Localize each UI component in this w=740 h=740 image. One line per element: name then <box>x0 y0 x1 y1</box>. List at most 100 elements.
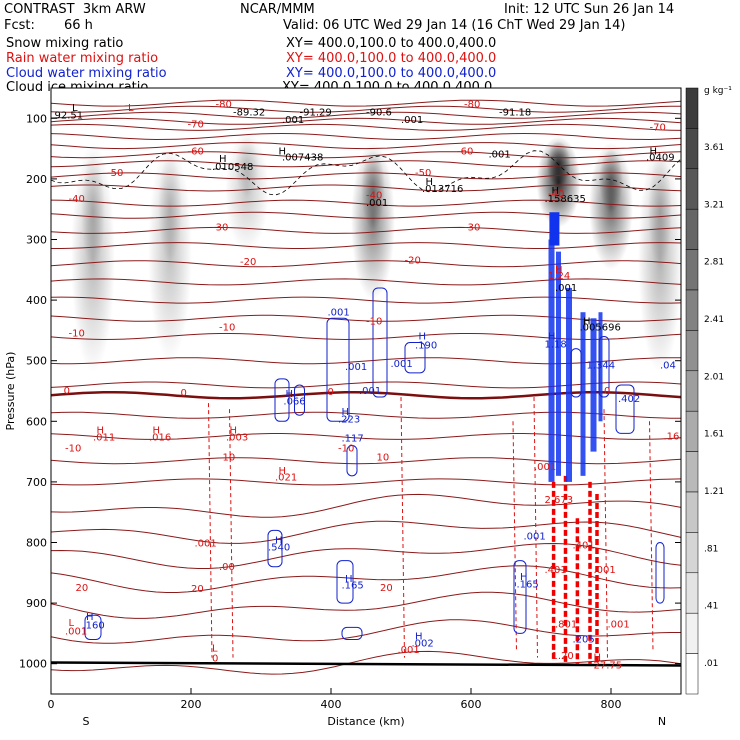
cloud-water-core-2 <box>566 287 572 482</box>
colorbar-swatch-8 <box>685 410 699 452</box>
cloud-water-contour-8 <box>84 614 102 640</box>
isotherm-line <box>51 314 681 322</box>
contour-label-0: 92.51 <box>55 110 84 121</box>
contour-label-11: H <box>219 154 227 165</box>
isotherm-line <box>51 242 681 249</box>
cloud-water-contour-6 <box>267 529 283 568</box>
colorbar-level-5: 2.01 <box>704 372 724 382</box>
isotherm-line <box>51 151 681 159</box>
contour-label-69: H <box>415 632 423 643</box>
contour-label-40: H <box>555 265 563 276</box>
contour-label-10: .007438 <box>282 153 323 164</box>
contour-label-79: -10 <box>219 322 235 333</box>
isotherm-line <box>51 117 681 125</box>
contour-label-57: .001 <box>65 627 87 638</box>
left-endpoint-label: S <box>83 715 90 728</box>
cloud-water-contour-5 <box>346 445 358 477</box>
contour-label-97: .001 <box>534 462 556 473</box>
contour-label-9: H <box>279 147 287 158</box>
colorbar-swatch-3 <box>685 208 699 250</box>
cloud-water-contour-13 <box>570 348 582 398</box>
snow-core-inner-3 <box>361 150 385 230</box>
isotherm-line <box>51 357 681 365</box>
contour-label-66: H <box>520 572 528 583</box>
colorbar-swatch-6 <box>685 330 699 372</box>
contour-label-100: .401 <box>545 565 567 576</box>
contour-label-14: .013716 <box>422 184 463 195</box>
contour-label-21: .001 <box>555 283 577 294</box>
contour-label-108: .16 <box>664 432 680 443</box>
contour-label-70: .002 <box>412 639 434 650</box>
contour-label-62: H <box>345 574 353 585</box>
contour-label-44: H <box>153 425 161 436</box>
snow-core-inner-4 <box>546 141 571 187</box>
colorbar-swatch-2 <box>685 168 699 210</box>
cloud-water-core-1 <box>556 251 561 476</box>
contour-label-27: .190 <box>415 341 437 352</box>
contour-label-68: .001 <box>524 532 546 543</box>
contour-label-4: -91.29 <box>300 107 332 118</box>
cloud-water-core-0 <box>548 239 555 482</box>
snow-core-inner-0 <box>81 154 105 270</box>
contour-label-60: H <box>275 536 283 547</box>
y-tick-label-9: 1000 <box>19 658 47 671</box>
snow-core-inner-2 <box>235 136 259 198</box>
contour-label-47: .003 <box>226 433 248 444</box>
x-tick-label-1: 200 <box>181 698 202 711</box>
colorbar-swatch-13 <box>685 612 699 654</box>
contour-label-74: 0 <box>64 386 70 397</box>
contour-label-6: -91.18 <box>499 107 531 118</box>
cloud-water-core-4 <box>590 318 597 452</box>
contour-label-34: .001 <box>345 362 367 373</box>
contour-label-1: L <box>72 103 78 114</box>
contour-label-58: H <box>86 612 94 623</box>
cloud-water-contour-14 <box>598 335 610 398</box>
colorbar-swatch-12 <box>685 572 699 614</box>
rain-contour-0 <box>208 403 213 658</box>
cloud-water-core-5 <box>598 312 603 422</box>
contour-label-59: .160 <box>83 621 105 632</box>
colorbar-swatch-10 <box>685 491 699 533</box>
colorbar-level-0: .01 <box>704 659 718 669</box>
x-axis-label: Distance (km) <box>327 715 404 728</box>
colorbar-level-2: .81 <box>704 544 718 554</box>
contour-label-12: .010548 <box>212 162 253 173</box>
contour-label-71: .001 <box>398 645 420 656</box>
field-name-rain: Rain water mixing ratio <box>6 51 159 66</box>
isotherm-line <box>51 390 681 400</box>
contour-label-96: -10 <box>338 444 354 455</box>
model-title: CONTRAST 3km ARW <box>4 2 146 17</box>
contour-label-52: 10 <box>223 453 236 464</box>
colorbar-level-6: 2.41 <box>704 315 724 325</box>
x-tick-label-4: 800 <box>601 698 622 711</box>
contour-label-36: 1.18 <box>545 339 567 350</box>
field-xy-cloud-water: XY= 400.0,100.0 to 400.0,400.0 <box>286 66 497 81</box>
colorbar-level-8: 3.21 <box>704 200 724 210</box>
contour-label-17: H <box>650 147 658 158</box>
contour-label-8: .001 <box>401 115 423 126</box>
contour-label-35: H <box>548 332 556 343</box>
contour-label-13: H <box>426 177 434 188</box>
isotherm-line <box>51 132 681 141</box>
contour-label-54: -10 <box>65 444 81 455</box>
rain-contour-4 <box>512 421 517 652</box>
cloud-water-contour-7 <box>336 560 354 604</box>
field-xy-snow: XY= 400.0,100.0 to 400.0,400.0 <box>286 36 497 51</box>
contour-label-99: .401 <box>573 541 595 552</box>
isotherm-line <box>51 411 681 419</box>
colorbar-swatch-5 <box>685 289 699 331</box>
contour-label-67: .165 <box>517 579 539 590</box>
snow-core-inner-6 <box>648 154 672 270</box>
cloud-water-contour-0 <box>326 317 350 422</box>
contour-label-76: 0 <box>328 387 334 398</box>
isotherm-line <box>51 457 681 465</box>
contour-label-104: .001 <box>594 565 616 576</box>
right-endpoint-label: N <box>658 715 666 728</box>
cloud-ice-contour <box>51 150 681 196</box>
contour-label-65: 10 <box>377 453 390 464</box>
contour-label-98: 2.673 <box>545 495 574 506</box>
contour-label-53: 20 <box>191 584 204 595</box>
colorbar-unit: g kg⁻¹ <box>704 86 732 96</box>
contour-label-50: .001 <box>195 539 217 550</box>
